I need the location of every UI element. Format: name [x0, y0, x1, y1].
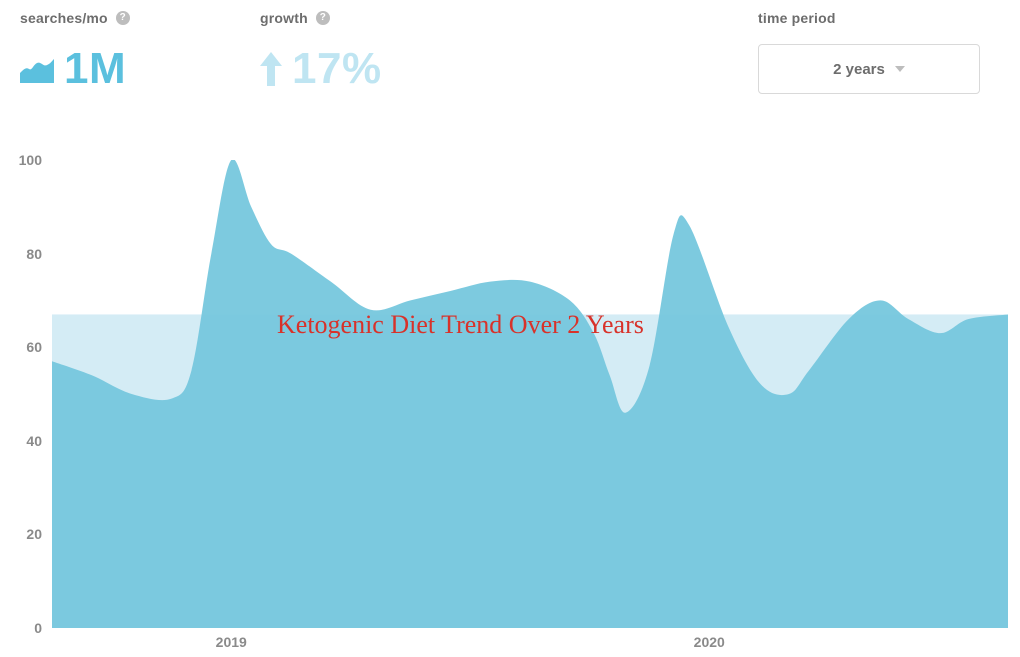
y-tick: 60	[12, 339, 42, 355]
time-period-selected: 2 years	[833, 61, 885, 78]
x-tick: 2019	[216, 634, 247, 650]
stat-searches-value: 1M	[64, 44, 126, 94]
stat-time-period: time period 2 years	[758, 10, 980, 94]
trend-chart: Ketogenic Diet Trend Over 2 Years 020406…	[12, 160, 1008, 650]
help-icon[interactable]: ?	[116, 11, 130, 25]
stat-searches-label: searches/mo	[20, 10, 108, 26]
stat-growth-label-row: growth ?	[260, 10, 382, 26]
stat-growth-value: 17%	[292, 44, 382, 94]
y-tick: 100	[12, 152, 42, 168]
chart-plot-area	[52, 160, 1008, 628]
stat-searches-value-row: 1M	[20, 44, 130, 94]
stat-period-label: time period	[758, 10, 836, 26]
stat-growth: growth ? 17%	[260, 10, 382, 94]
y-tick: 0	[12, 620, 42, 636]
arrow-up-icon	[260, 52, 282, 86]
chevron-down-icon	[895, 66, 905, 72]
stat-growth-value-row: 17%	[260, 44, 382, 94]
y-tick: 20	[12, 526, 42, 542]
help-icon[interactable]: ?	[316, 11, 330, 25]
area-chart-icon	[20, 55, 54, 83]
header: searches/mo ? 1M growth ? 17%	[20, 10, 1000, 120]
y-tick: 40	[12, 433, 42, 449]
time-period-select[interactable]: 2 years	[758, 44, 980, 94]
stat-growth-label: growth	[260, 10, 308, 26]
stat-period-label-row: time period	[758, 10, 980, 26]
stat-searches-label-row: searches/mo ?	[20, 10, 130, 26]
y-tick: 80	[12, 246, 42, 262]
stat-searches: searches/mo ? 1M	[20, 10, 130, 94]
x-tick: 2020	[694, 634, 725, 650]
